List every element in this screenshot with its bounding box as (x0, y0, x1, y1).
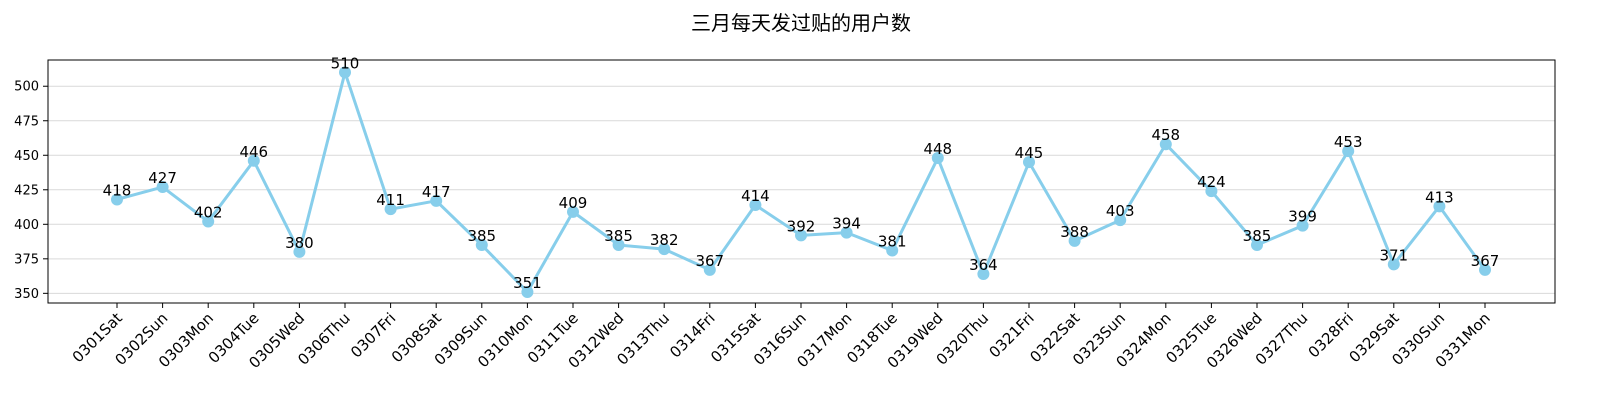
data-labels: 418 427 402 446 380 510 411 417 385 351 409 385 382 3… (103, 54, 1500, 292)
data-point (202, 215, 215, 228)
data-label: 418 (103, 181, 132, 199)
data-point (795, 229, 807, 242)
data-point (977, 268, 990, 281)
y-tick-label: 500 (14, 80, 39, 95)
data-point (1159, 138, 1172, 151)
data-label: 380 (285, 234, 314, 252)
data-point (840, 226, 853, 239)
data-point (658, 243, 671, 256)
data-label: 392 (787, 217, 816, 235)
data-label: 394 (832, 215, 861, 233)
y-tick-label: 350 (14, 287, 39, 302)
data-point (384, 203, 397, 216)
data-label: 399 (1288, 208, 1317, 226)
y-tick-label: 400 (14, 218, 39, 233)
data-point (1296, 219, 1309, 232)
data-label: 367 (1471, 252, 1500, 270)
data-label: 403 (1106, 202, 1135, 220)
data-points (111, 66, 1491, 298)
data-point (931, 152, 944, 165)
data-point (475, 239, 488, 252)
data-label: 413 (1425, 188, 1454, 206)
data-label: 427 (148, 169, 177, 187)
data-label: 409 (559, 194, 588, 212)
y-axis: 350 375 400 425 450 475 500 (14, 80, 48, 302)
data-point (1433, 200, 1446, 213)
y-tick-label: 450 (14, 149, 39, 164)
data-point (1342, 145, 1355, 158)
data-label: 385 (604, 227, 633, 245)
data-point (612, 239, 625, 252)
data-label: 424 (1197, 173, 1226, 191)
data-label: 364 (969, 256, 998, 274)
data-point (521, 285, 534, 298)
data-label: 445 (1015, 144, 1044, 162)
data-label: 448 (923, 140, 952, 158)
data-point (567, 205, 579, 218)
data-point (1068, 234, 1081, 247)
data-point (1114, 214, 1127, 227)
data-point (156, 181, 169, 194)
data-point (247, 154, 260, 167)
data-point (1251, 239, 1263, 252)
grid (48, 85, 1555, 294)
data-label: 417 (422, 183, 451, 201)
data-label: 510 (331, 54, 360, 72)
data-label: 367 (695, 252, 724, 270)
data-label: 385 (467, 227, 496, 245)
data-point (111, 193, 123, 206)
data-label: 371 (1379, 246, 1408, 264)
data-label: 385 (1243, 227, 1272, 245)
y-tick-label: 425 (14, 183, 39, 198)
data-point (1023, 156, 1035, 169)
y-tick-label: 475 (14, 114, 39, 129)
data-label: 402 (194, 204, 223, 222)
data-label: 351 (513, 274, 542, 292)
data-label: 382 (650, 231, 679, 249)
data-point (339, 66, 351, 79)
data-label: 414 (741, 187, 770, 205)
data-point (1387, 258, 1400, 271)
data-label: 388 (1060, 223, 1089, 241)
chart-title: 三月每天发过贴的用户数 (691, 11, 911, 35)
data-label: 453 (1334, 133, 1363, 151)
data-label: 446 (239, 143, 268, 161)
data-point (886, 244, 899, 257)
x-axis: 0301Sat0302Sun0303Mon0304Tue0305Wed0306T… (69, 303, 1494, 372)
data-point (430, 194, 443, 207)
data-point (1205, 185, 1218, 198)
data-label: 458 (1151, 126, 1180, 144)
data-label: 411 (376, 191, 405, 209)
data-label: 381 (878, 233, 907, 251)
data-point (293, 245, 306, 258)
y-tick-label: 375 (14, 252, 39, 267)
data-point (703, 263, 716, 276)
data-point (1479, 263, 1491, 276)
data-point (749, 198, 762, 211)
